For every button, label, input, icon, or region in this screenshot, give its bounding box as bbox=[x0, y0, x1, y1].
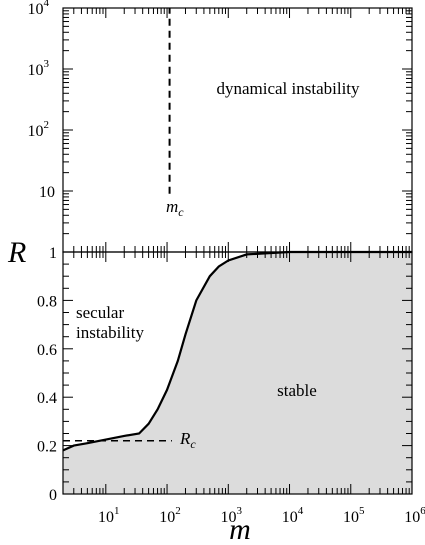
stability-curve bbox=[62, 250, 412, 452]
y-axis-title: R bbox=[7, 236, 26, 269]
upper-y-tick-label: 103 bbox=[28, 58, 50, 79]
x-tick-label: 106 bbox=[404, 505, 425, 526]
lower-y-tick-label: 0.8 bbox=[37, 293, 57, 310]
lower-y-tick-label: 0.4 bbox=[37, 390, 57, 407]
dynamical-instability-label: dynamical instability bbox=[216, 79, 360, 98]
upper-y-tick-label: 104 bbox=[28, 0, 50, 18]
rc-label: Rc bbox=[179, 429, 196, 451]
stable-region-fill bbox=[63, 252, 412, 494]
mc-label: mc bbox=[166, 197, 184, 219]
instability-label: instability bbox=[76, 323, 145, 342]
lower-y-tick-label: 0.2 bbox=[37, 439, 57, 456]
upper-y-tick-label: 10 bbox=[39, 184, 55, 201]
x-tick-label: 102 bbox=[159, 505, 181, 526]
x-tick-label: 101 bbox=[98, 505, 120, 526]
lower-y-tick-label: 1 bbox=[49, 245, 57, 262]
x-axis-title: m bbox=[229, 513, 251, 545]
stable-label: stable bbox=[277, 381, 317, 400]
upper-y-tick-label: 102 bbox=[28, 119, 50, 140]
x-tick-label: 104 bbox=[282, 505, 304, 526]
lower-y-tick-label: 0 bbox=[49, 487, 57, 504]
x-tick-label: 103 bbox=[221, 505, 243, 526]
lower-y-tick-label: 0.6 bbox=[37, 342, 57, 359]
upper-panel-frame bbox=[62, 7, 413, 253]
secular-label: secular bbox=[76, 303, 124, 322]
x-tick-label: 105 bbox=[343, 505, 365, 526]
tick-labels: 101 102 103 104 105 106 10 102 103 104 0 0.2 0.4 0.6 0… bbox=[28, 0, 425, 526]
